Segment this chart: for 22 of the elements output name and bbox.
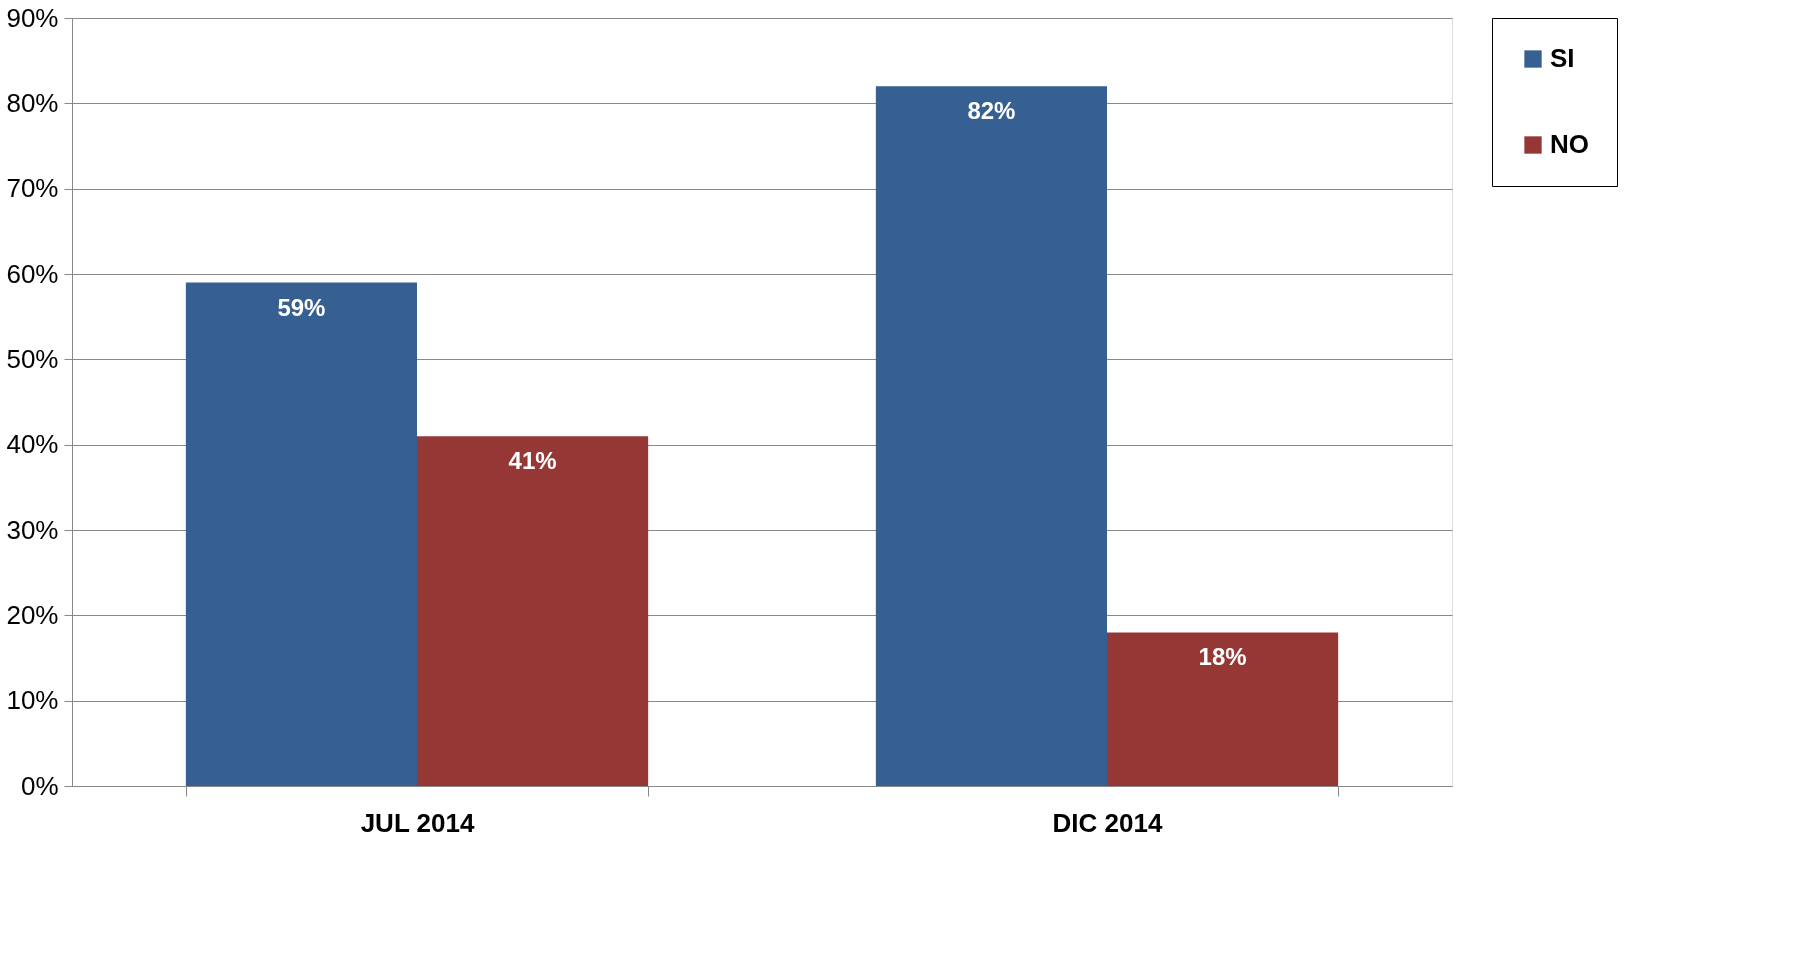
legend-label: SI [1550, 43, 1575, 73]
y-tick-label: 0% [20, 770, 59, 801]
y-tick-label: 90% [6, 2, 59, 33]
x-tick-label: DIC 2014 [1052, 807, 1163, 838]
data-label: 82% [967, 97, 1016, 125]
data-label: 59% [277, 293, 326, 321]
y-tick-label: 80% [6, 87, 59, 118]
y-tick-label: 40% [6, 429, 59, 460]
y-tick-label: 50% [6, 343, 59, 374]
bar [875, 86, 1107, 786]
y-tick-label: 20% [6, 599, 59, 630]
data-label: 41% [508, 447, 557, 475]
y-tick-label: 30% [6, 514, 59, 545]
bar [1107, 632, 1339, 786]
bar [417, 436, 649, 786]
x-tick-label: JUL 2014 [360, 807, 475, 838]
legend-label: NO [1550, 129, 1589, 159]
bar [185, 282, 417, 786]
y-tick-label: 10% [6, 685, 59, 716]
data-label: 18% [1198, 643, 1247, 671]
y-tick-label: 60% [6, 258, 59, 289]
y-tick-label: 70% [6, 173, 59, 204]
